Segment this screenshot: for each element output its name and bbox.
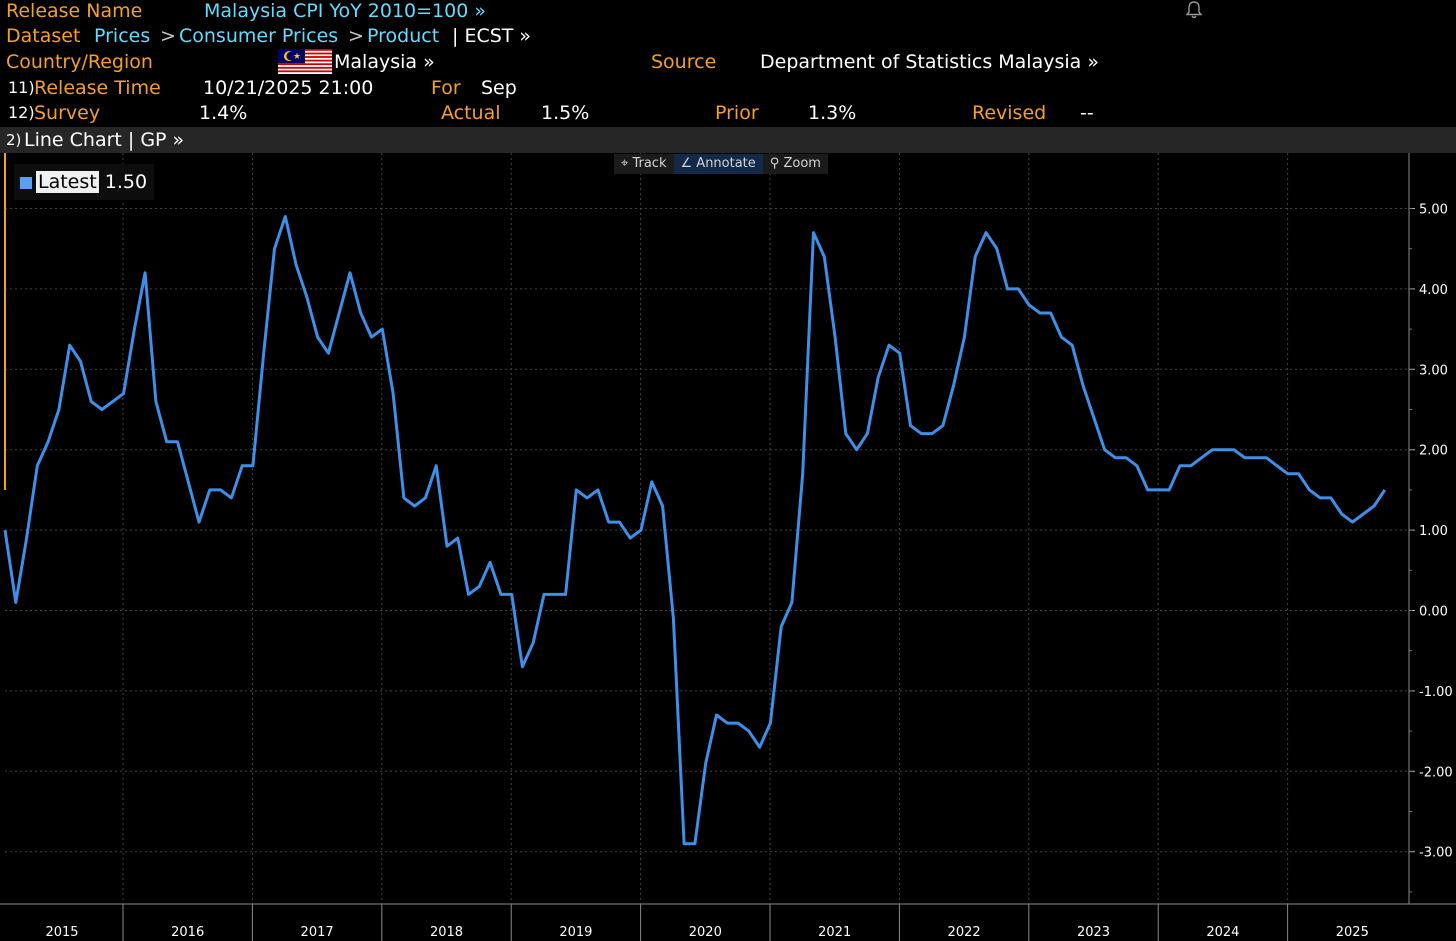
release-time-value: 10/21/2025 21:00: [203, 77, 374, 99]
country-label: Country/Region: [6, 51, 153, 73]
x-tick-label: 2021: [818, 925, 851, 940]
y-axis-ticks: 5.00 4.00 3.00 2.00 1.00 0.00 -1.00 -2.00 -3.00: [1409, 203, 1453, 893]
y-tick-label: 1.00: [1419, 524, 1448, 539]
chart-legend[interactable]: Latest 1.50: [14, 164, 154, 200]
y-tick-label: -2.00: [1419, 765, 1453, 780]
y-tick-label: 4.00: [1419, 283, 1448, 298]
dataset-consumer-prices-link[interactable]: Consumer Prices: [179, 25, 339, 47]
track-button[interactable]: ⌖ Track: [614, 154, 674, 174]
revised-value: --: [1080, 102, 1094, 124]
x-tick-label: 2023: [1077, 925, 1110, 940]
y-tick-label: 3.00: [1419, 363, 1448, 378]
x-tick-label: 2024: [1206, 925, 1239, 940]
annotate-label: Annotate: [696, 156, 756, 171]
y-tick-label: -1.00: [1419, 685, 1453, 700]
x-tick-label: 2022: [948, 925, 981, 940]
actual-label: Actual: [441, 102, 501, 124]
x-tick-label: 2017: [301, 925, 334, 940]
chart-title-bar: 2) Line Chart | GP »: [0, 127, 1456, 153]
breadcrumb-separator: >: [160, 25, 176, 47]
series-latest: [3, 215, 1387, 846]
survey-index: 12): [8, 103, 35, 122]
y-tick-label: -3.00: [1419, 846, 1453, 861]
legend-value: 1.50: [104, 171, 148, 193]
breadcrumb-separator: >: [348, 25, 364, 47]
legend-label: Latest: [36, 171, 99, 193]
x-tick-label: 2016: [171, 925, 204, 940]
dataset-ticker-link[interactable]: | ECST »: [452, 25, 532, 47]
prior-value: 1.3%: [808, 102, 857, 124]
chart-title[interactable]: Line Chart | GP »: [24, 129, 185, 151]
x-tick-label: 2025: [1336, 925, 1369, 940]
zoom-label: Zoom: [783, 156, 821, 171]
release-name-label: Release Name: [6, 0, 143, 22]
x-tick-label: 2020: [689, 925, 722, 940]
x-axis-ticks: 2015 2016 2017 2018 2019 2020 2021 2022 2023 2024…: [45, 904, 1369, 941]
crosshair-icon: ⌖: [621, 156, 629, 171]
x-tick-label: 2015: [45, 925, 78, 940]
release-name-link[interactable]: Malaysia CPI YoY 2010=100 »: [204, 0, 486, 22]
annotate-button[interactable]: ∠ Annotate: [673, 154, 763, 174]
y-tick-label: 0.00: [1419, 605, 1448, 620]
survey-label[interactable]: Survey: [34, 102, 101, 124]
grid-lines: [5, 153, 1409, 904]
release-time-label[interactable]: Release Time: [34, 77, 161, 99]
dataset-prices-link[interactable]: Prices: [94, 25, 151, 47]
track-label: Track: [632, 156, 667, 171]
release-time-index: 11): [8, 78, 35, 97]
source-label: Source: [651, 51, 717, 73]
x-tick-label: 2018: [430, 925, 463, 940]
y-tick-label: 5.00: [1419, 203, 1448, 218]
chart-toolbar: ⌖ Track ∠ Annotate ⚲ Zoom: [614, 154, 828, 174]
survey-value: 1.4%: [199, 102, 248, 124]
x-tick-label: 2019: [559, 925, 592, 940]
pencil-icon: ∠: [680, 156, 693, 171]
for-value: Sep: [481, 77, 517, 99]
for-label: For: [431, 77, 461, 99]
zoom-button[interactable]: ⚲ Zoom: [763, 154, 828, 174]
chart-index: 2): [6, 131, 22, 149]
malaysia-flag-icon: [278, 49, 332, 74]
bell-icon[interactable]: [1184, 0, 1204, 20]
actual-value: 1.5%: [541, 102, 590, 124]
y-tick-label: 2.00: [1419, 444, 1448, 459]
dataset-label: Dataset: [6, 25, 81, 47]
revised-label: Revised: [972, 102, 1047, 124]
country-link[interactable]: Malaysia »: [334, 51, 435, 73]
line-chart[interactable]: 5.004.003.002.001.000.00-1.00-2.00-3.00 …: [0, 153, 1456, 941]
prior-label: Prior: [715, 102, 759, 124]
legend-swatch: [20, 176, 32, 189]
source-link[interactable]: Department of Statistics Malaysia »: [760, 51, 1099, 73]
magnifier-icon: ⚲: [769, 156, 780, 171]
dataset-product-link[interactable]: Product: [367, 25, 440, 47]
